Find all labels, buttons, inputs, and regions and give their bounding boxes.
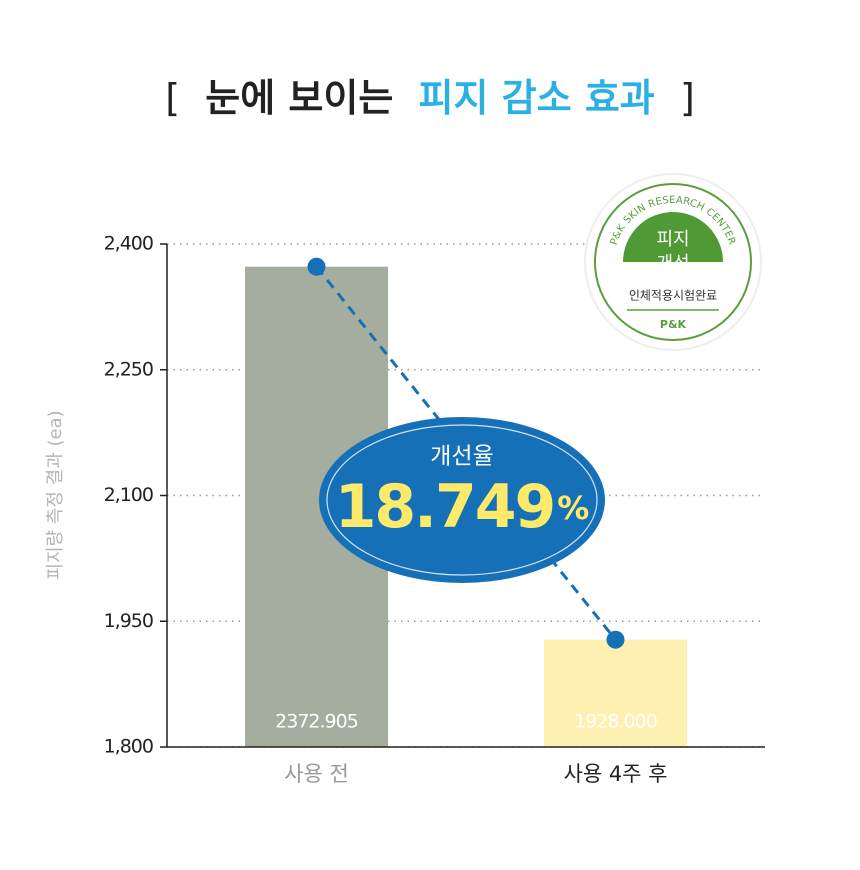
- badge: P&K SKIN RESEARCH CENTER 피지 개선 인체적용시험완료 …: [584, 173, 762, 351]
- x-tick-label: 사용 4주 후: [564, 762, 668, 786]
- point: [307, 257, 326, 276]
- bar: [544, 639, 687, 747]
- badge-line2: 개선: [656, 253, 689, 274]
- y-tick-label: 2,250: [104, 358, 153, 380]
- title-close: ]: [680, 76, 695, 120]
- annotation-value: 18.749%: [335, 472, 590, 542]
- title-open: [: [165, 76, 180, 120]
- y-tick-label: 1,950: [104, 610, 153, 632]
- annotation-number: 18.749: [335, 472, 555, 542]
- chart-title: [ 눈에 보이는 피지 감소 효과 ]: [165, 76, 695, 120]
- badge-ring: [594, 183, 752, 341]
- annotation-ring: [326, 424, 598, 576]
- y-tick-label: 2,100: [104, 484, 153, 506]
- badge-note: 인체적용시험완료: [629, 289, 717, 303]
- y-tick-label: 2,400: [104, 233, 153, 255]
- annotation-bg: [319, 417, 605, 583]
- badge-cap: [623, 212, 723, 262]
- y-axis-label: 피지량 측정 결과 (ea): [45, 410, 66, 579]
- annotation-unit: %: [557, 489, 589, 527]
- badge-line1: 피지: [656, 229, 689, 250]
- point: [606, 630, 625, 649]
- title-part: 눈에 보이는: [205, 76, 393, 120]
- title-highlight: 피지 감소 효과: [419, 76, 655, 120]
- y-tick-label: 1,800: [104, 736, 153, 758]
- x-tick-label: 사용 전: [284, 762, 349, 786]
- badge-logo: P&K: [660, 318, 687, 331]
- value-label: 2372.905: [275, 711, 358, 733]
- value-label: 1928.000: [574, 711, 657, 733]
- annotation-label: 개선율: [430, 444, 493, 470]
